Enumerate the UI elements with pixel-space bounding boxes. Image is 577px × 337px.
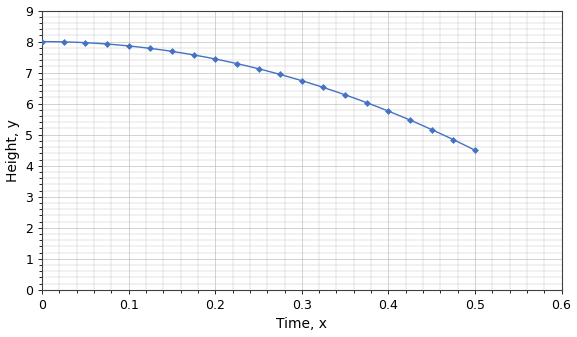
X-axis label: Time, x: Time, x: [276, 317, 327, 332]
Y-axis label: Height, y: Height, y: [6, 119, 20, 182]
